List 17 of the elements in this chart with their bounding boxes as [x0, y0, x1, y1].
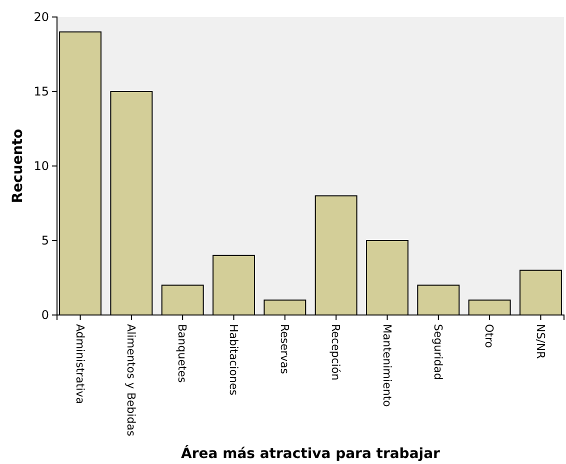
x-tick-label: Recepción: [329, 324, 342, 381]
y-tick-label: 0: [41, 308, 49, 322]
y-tick-label: 20: [34, 10, 49, 24]
y-tick-label: 15: [34, 84, 49, 98]
x-tick-label: Banquetes: [176, 324, 189, 384]
y-tick-label: 5: [41, 233, 49, 248]
x-tick-label: Administrativa: [73, 324, 86, 404]
x-axis-title: Área más atractiva para trabajar: [181, 445, 440, 462]
x-tick-label: Otro: [482, 324, 496, 348]
y-axis-title: Recuento: [10, 128, 26, 204]
x-tick-label: Alimentos y Bebidas: [124, 324, 138, 436]
y-tick-label: 10: [34, 158, 49, 173]
x-tick-label: Seguridad: [432, 324, 445, 380]
x-tick-label: NS/NR: [534, 324, 547, 360]
x-tick-label: Habitaciones: [226, 324, 240, 396]
x-tick-label: Mantenimiento: [380, 324, 394, 408]
x-tick-label: Reservas: [278, 324, 292, 374]
